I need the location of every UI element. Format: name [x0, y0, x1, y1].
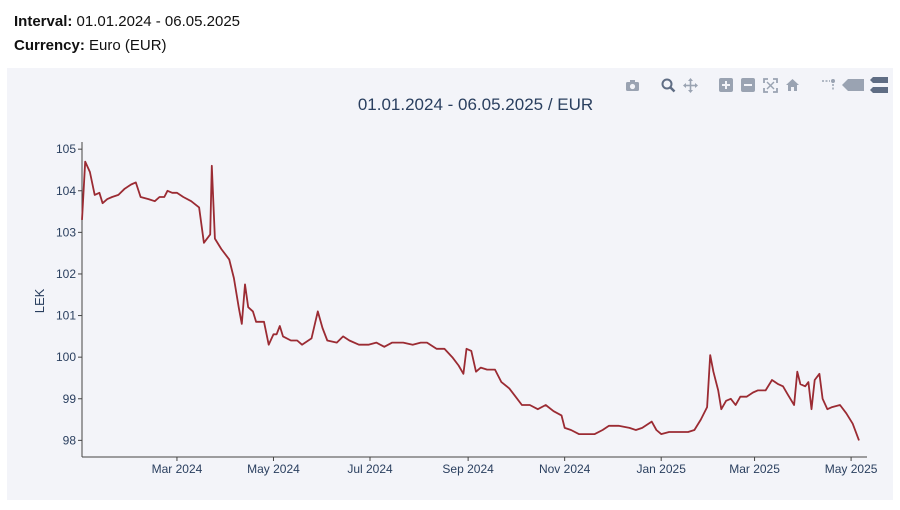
autoscale-icon[interactable] [761, 76, 779, 94]
x-tick-label: Mar 2024 [152, 462, 203, 476]
currency-line: Currency: Euro (EUR) [14, 34, 240, 58]
interval-label: Interval: [14, 13, 73, 30]
zoom-in-icon[interactable] [717, 76, 735, 94]
y-tick-label: 98 [63, 433, 77, 447]
x-tick-label: Mar 2025 [729, 462, 780, 476]
chart-title: 01.01.2024 - 06.05.2025 / EUR [358, 95, 593, 114]
x-tick-label: Jan 2025 [636, 462, 686, 476]
x-tick-label: May 2025 [825, 462, 878, 476]
x-tick-label: May 2024 [247, 462, 300, 476]
hover-closest-icon[interactable] [841, 76, 865, 94]
y-tick-label: 101 [56, 309, 76, 323]
interval-value: 01.01.2024 - 06.05.2025 [72, 13, 241, 30]
zoom-out-icon[interactable] [739, 76, 757, 94]
series-line[interactable] [81, 160, 860, 441]
reset-axes-icon[interactable] [783, 76, 801, 94]
pan-icon[interactable] [681, 76, 699, 94]
y-tick-label: 102 [56, 267, 76, 281]
zoom-icon[interactable] [659, 76, 677, 94]
y-tick-label: 100 [56, 350, 76, 364]
y-tick-label: 99 [63, 392, 77, 406]
x-tick-label: Nov 2024 [539, 462, 591, 476]
chart-modebar [623, 76, 889, 94]
currency-value: Euro (EUR) [84, 37, 167, 54]
y-tick-label: 104 [56, 184, 76, 198]
x-tick-label: Jul 2024 [347, 462, 393, 476]
line-chart[interactable]: 01.01.2024 - 06.05.2025 / EUR 98 99 100 101 1… [7, 68, 893, 500]
y-tick-label: 105 [56, 142, 76, 156]
chart-panel: 01.01.2024 - 06.05.2025 / EUR 98 99 100 101 1… [7, 68, 893, 500]
hover-compare-icon[interactable] [869, 76, 889, 94]
info-block: Interval: 01.01.2024 - 06.05.2025 Curren… [14, 10, 240, 58]
y-axis-label: LEK [32, 288, 47, 313]
camera-icon[interactable] [623, 76, 641, 94]
x-tick-label: Sep 2024 [442, 462, 494, 476]
currency-label: Currency: [14, 37, 85, 54]
y-tick-label: 103 [56, 225, 76, 239]
interval-line: Interval: 01.01.2024 - 06.05.2025 [14, 10, 240, 34]
spike-lines-icon[interactable] [819, 76, 837, 94]
